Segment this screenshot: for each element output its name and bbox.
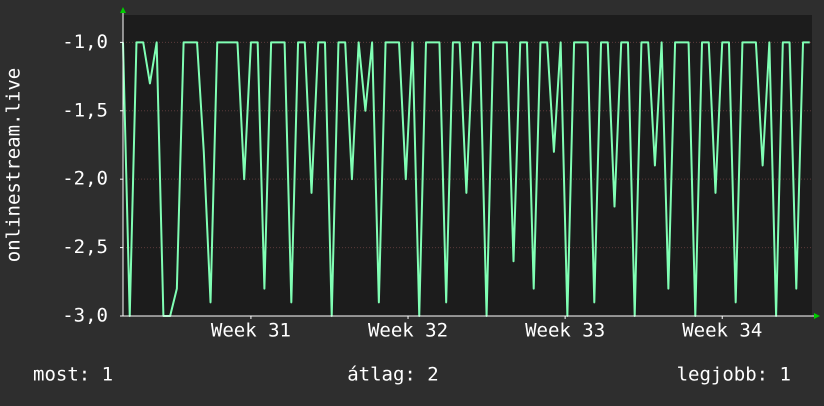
y-axis-arrow xyxy=(120,7,126,13)
footer-best: legjobb: 1 xyxy=(677,364,791,386)
y-tick-label: -1,0 xyxy=(62,31,108,53)
x-tick-label: Week 32 xyxy=(368,320,448,342)
y-axis-label: onlinestream.live xyxy=(3,68,25,262)
x-tick-label: Week 31 xyxy=(211,320,291,342)
x-axis-arrow xyxy=(814,313,820,319)
y-tick-label: -2,0 xyxy=(62,168,108,190)
y-tick-label: -2,5 xyxy=(62,236,108,258)
y-tick-label: -3,0 xyxy=(62,305,108,327)
footer-current: most: 1 xyxy=(33,364,113,386)
footer-average: átlag: 2 xyxy=(347,364,439,386)
x-tick-label: Week 33 xyxy=(525,320,605,342)
x-tick-label: Week 34 xyxy=(682,320,762,342)
y-tick-label: -1,5 xyxy=(62,99,108,121)
